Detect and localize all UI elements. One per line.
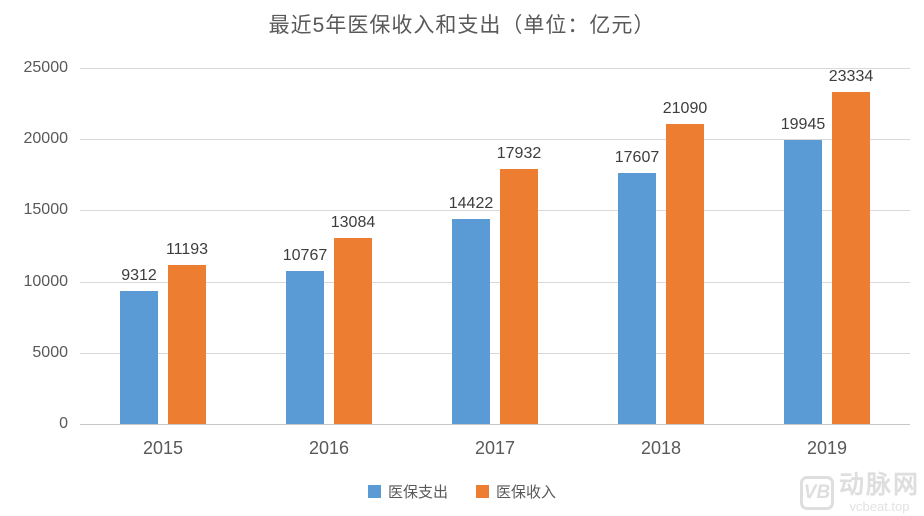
x-axis-label: 2016	[308, 438, 350, 458]
bar-医保支出-2017: 14422	[449, 195, 493, 424]
gridline	[80, 352, 910, 354]
gridline	[80, 281, 910, 283]
chart-title: 最近5年医保收入和支出（单位：亿元）	[268, 14, 656, 37]
watermark-name: 动脉网	[838, 471, 920, 499]
bar-医保支出-2019: 19945	[781, 116, 825, 424]
watermark-site: vcbeat.top	[849, 499, 910, 514]
bar-医保支出-2018: 17607	[615, 149, 659, 424]
x-axis-label: 2018	[640, 438, 682, 458]
bar-group-2015: 9312 11193 2015	[80, 68, 246, 458]
bar-value-label: 17607	[614, 149, 660, 167]
legend-item-医保支出: 医保支出	[367, 481, 448, 502]
bar-pair: 10767 13084	[246, 68, 412, 424]
y-tick-label: 20000	[23, 130, 69, 148]
plot-area: 9312 11193 2015 10767 13084 2016 14422 17932 201…	[80, 68, 910, 458]
bar-医保收入-2015: 11193	[166, 241, 208, 424]
bar-pair: 9312 11193	[80, 68, 246, 424]
y-axis: 0 5000 10000 15000 20000 25000	[0, 59, 69, 432]
y-tick-label: 25000	[23, 59, 69, 76]
bar-value-label: 21090	[662, 99, 708, 117]
x-axis-label: 2019	[806, 438, 848, 458]
bar-value-label: 17932	[496, 144, 542, 162]
y-tick-label: 5000	[32, 343, 68, 361]
bar-value-label: 10767	[282, 246, 328, 264]
bar-value-label: 19945	[780, 115, 826, 133]
bar-value-label: 11193	[165, 240, 209, 258]
legend-swatch-icon	[476, 485, 489, 498]
legend-label: 医保支出	[387, 484, 448, 501]
bar-group-2019: 19945 23334 2019	[744, 68, 910, 458]
bar-医保支出-2016: 10767	[283, 247, 327, 424]
bar-医保收入-2016: 13084	[331, 214, 375, 424]
watermark: VB 动脉网 vcbeat.top	[799, 471, 920, 514]
bar-group-2016: 10767 13084 2016	[246, 68, 412, 458]
watermark-text: 动脉网 vcbeat.top	[838, 471, 920, 514]
legend: 医保支出 医保收入	[0, 481, 924, 502]
bar-pair: 19945 23334	[744, 68, 910, 424]
bar-医保支出-2015: 9312	[120, 267, 158, 424]
bar-pair: 17607 21090	[578, 68, 744, 424]
gridline	[80, 68, 910, 69]
gridline	[80, 139, 910, 141]
legend-label: 医保收入	[496, 484, 557, 501]
x-axis-label: 2017	[474, 438, 516, 458]
gridline	[80, 424, 910, 425]
bar-医保收入-2017: 17932	[497, 145, 541, 424]
bar-value-label: 9312	[121, 267, 157, 285]
bar-医保收入-2018: 21090	[663, 100, 707, 424]
x-axis-label: 2015	[142, 438, 184, 458]
legend-item-医保收入: 医保收入	[476, 481, 556, 502]
watermark-logo-icon: VB	[799, 476, 834, 510]
bar-value-label: 23334	[828, 67, 874, 85]
bar-pair: 14422 17932	[412, 68, 578, 424]
bar-group-2018: 17607 21090 2018	[578, 68, 744, 458]
y-tick-label: 0	[59, 415, 68, 432]
gridline	[80, 210, 910, 212]
bar-value-label: 13084	[330, 213, 376, 231]
bar-value-label: 14422	[448, 194, 494, 212]
y-tick-label: 15000	[23, 201, 69, 219]
bar-医保收入-2019: 23334	[829, 68, 873, 424]
y-tick-label: 10000	[23, 272, 69, 290]
bar-group-2017: 14422 17932 2017	[412, 68, 578, 458]
legend-swatch-icon	[367, 485, 381, 498]
